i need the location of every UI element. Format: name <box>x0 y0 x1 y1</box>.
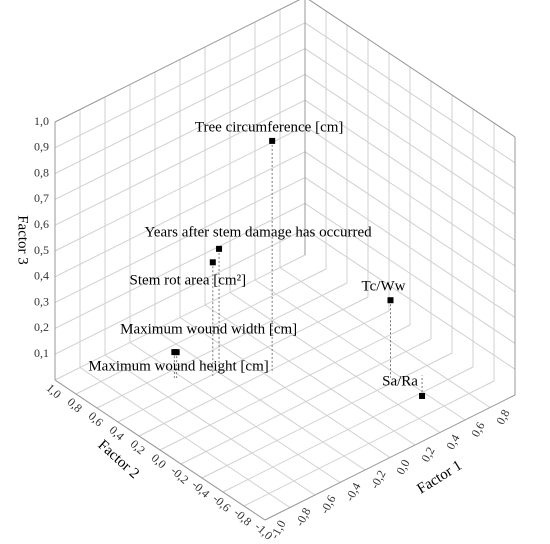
point-label: Sa/Ra <box>382 373 418 389</box>
grid-line <box>54 73 306 200</box>
x-tick-label: -0,2 <box>367 468 388 491</box>
z-axis-title: Factor 3 <box>15 215 31 265</box>
grid-line <box>54 202 306 329</box>
grid-line <box>304 99 516 241</box>
grid-line <box>159 324 411 451</box>
grid-line <box>201 352 453 479</box>
point <box>171 349 178 356</box>
point-label: Maximum wound height [cm] <box>88 359 268 375</box>
grid-line <box>96 282 348 409</box>
z-tick-label: 1,0 <box>34 114 49 128</box>
point <box>209 259 216 266</box>
x-tick-label: -0,8 <box>292 505 313 528</box>
z-tick-label: 0,7 <box>34 191 49 205</box>
x-tick-label: 0,4 <box>443 432 462 452</box>
point-label: Stem rot area [cm²] <box>130 273 247 289</box>
grid-line <box>304 22 516 164</box>
grid-line <box>54 48 306 175</box>
grid-line <box>54 177 306 304</box>
grid-line <box>304 73 516 215</box>
x-tick-label: 0,8 <box>493 407 512 427</box>
grid-line <box>222 366 474 493</box>
point-label: Maximum wound width [cm] <box>120 322 297 338</box>
grid-line <box>117 296 369 423</box>
z-tick-label: 0,9 <box>34 140 49 154</box>
y-tick-label: -0,4 <box>189 478 212 501</box>
grid-line <box>54 99 306 226</box>
point <box>419 392 426 399</box>
grid-line <box>304 48 516 190</box>
grid-line <box>54 254 306 381</box>
grid-line <box>180 338 432 465</box>
y-tick-label: -0,6 <box>210 492 233 515</box>
y-tick-label: -1,0 <box>252 520 275 543</box>
point <box>387 297 394 304</box>
x-tick-label: -0,6 <box>317 493 338 516</box>
point-label: Years after stem damage has occurred <box>144 224 372 240</box>
grid-line <box>54 151 306 278</box>
x-tick-label: 0,2 <box>418 445 437 465</box>
grid-line <box>304 151 516 293</box>
grid-line <box>54 228 306 355</box>
box-edge <box>264 394 516 521</box>
grid-line <box>304 125 516 267</box>
z-tick-label: 0,4 <box>34 269 49 283</box>
box-edge <box>308 0 516 138</box>
grid-line <box>54 22 306 149</box>
z-tick-label: 0,1 <box>34 346 49 360</box>
y-tick-label: -0,8 <box>231 506 254 529</box>
z-tick-label: 0,2 <box>34 320 49 334</box>
z-tick-label: 0,6 <box>34 217 49 231</box>
z-tick-label: 0,5 <box>34 243 49 257</box>
point <box>269 137 276 144</box>
point-label: Tc/Ww <box>362 279 406 295</box>
point-label: Tree circumference [cm] <box>195 119 344 135</box>
y-tick-label: -0,2 <box>168 464 191 487</box>
grid-line <box>243 380 495 507</box>
box-edge <box>54 379 266 521</box>
grid-line <box>304 177 516 319</box>
grid-line <box>75 268 327 395</box>
grid-line <box>304 202 516 344</box>
z-tick-label: 0,3 <box>34 294 49 308</box>
x-tick-label: 0,6 <box>468 420 487 440</box>
x-axis-title: Factor 1 <box>414 458 465 498</box>
z-tick-label: 0,8 <box>34 165 49 179</box>
point <box>216 245 223 252</box>
box-edge <box>54 0 301 123</box>
x-tick-label: 0,0 <box>393 457 412 477</box>
grid-line <box>304 228 516 370</box>
grid-line <box>138 310 390 437</box>
grid-line <box>54 125 306 252</box>
x-tick-label: -0,4 <box>342 480 363 503</box>
